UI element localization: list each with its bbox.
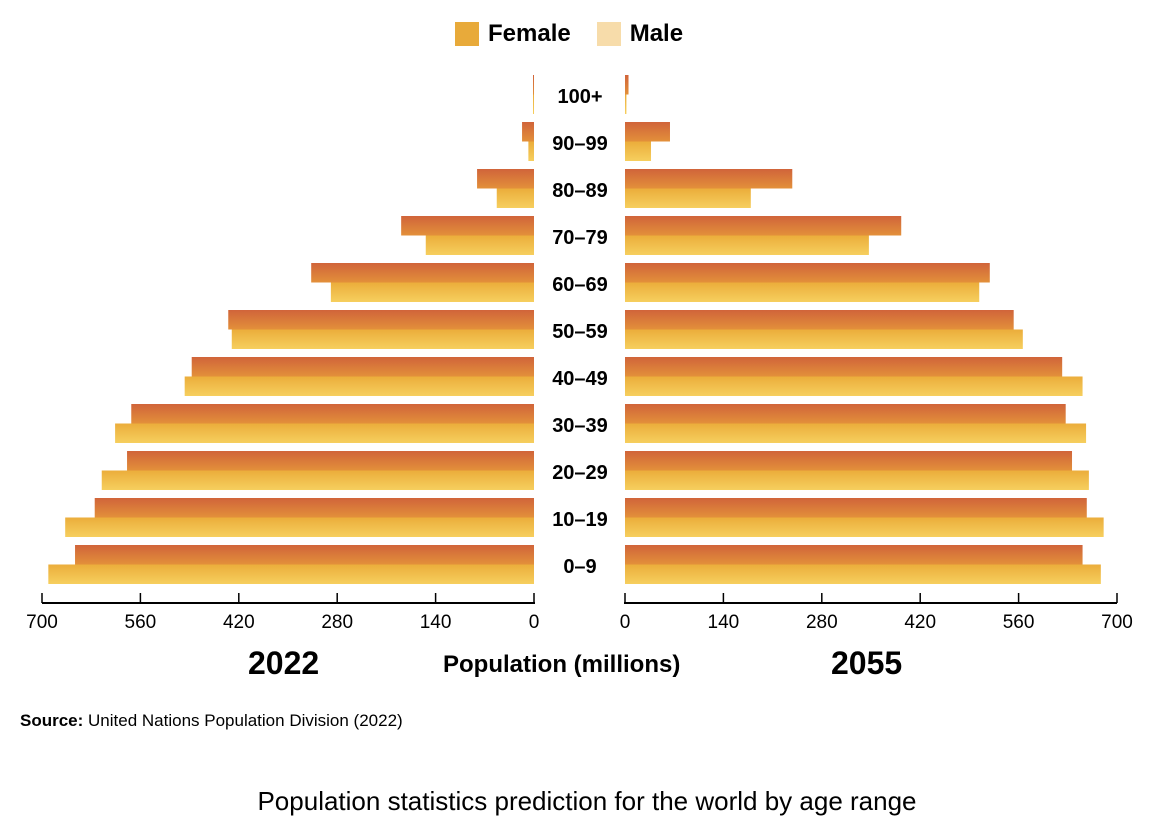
bar-2022-male [101, 470, 534, 490]
population-pyramid-chart: 100+ 90–99 80–89 70–79 60–69 50–59 40–49 30–39 2… [26, 75, 1133, 633]
bar-2022-male [330, 282, 534, 302]
age-label: 40–49 [552, 368, 608, 390]
legend-item-female: Female [455, 20, 571, 48]
tick-label-right: 700 [1101, 612, 1133, 633]
source-note: Source: United Nations Population Divisi… [20, 711, 403, 731]
bar-2022-female [311, 263, 534, 283]
legend-label-female: Female [488, 20, 571, 47]
bar-2022-female [522, 122, 534, 142]
tick-label-left: 420 [223, 612, 255, 633]
legend-label-male: Male [629, 20, 684, 47]
age-label: 100+ [557, 86, 602, 108]
age-label: 90–99 [552, 133, 608, 155]
bar-2022-female [228, 310, 534, 330]
bar-2055-female [625, 169, 793, 189]
bar-2022-male [231, 329, 534, 349]
bar-2055-female [625, 263, 990, 283]
year-label-2022: 2022 [248, 645, 320, 681]
bar-2055-male [625, 188, 751, 208]
bar-2055-female [625, 357, 1063, 377]
bar-2022-female [191, 357, 535, 377]
tick-label-right: 280 [806, 612, 838, 633]
bar-2055-male [625, 329, 1023, 349]
bar-2022-female [75, 545, 534, 565]
bar-2055-male [625, 517, 1104, 537]
bar-2022-male [528, 141, 534, 161]
tick-label-right: 420 [904, 612, 936, 633]
age-label: 10–19 [552, 509, 608, 531]
bar-2022-male [48, 564, 534, 584]
bar-2055-male [625, 235, 869, 255]
legend-swatch-male [596, 22, 621, 46]
bar-2055-male [625, 376, 1083, 396]
bar-2022-male [425, 235, 534, 255]
age-label: 0–9 [563, 556, 596, 578]
bar-2055-male [625, 564, 1101, 584]
age-label: 20–29 [552, 462, 608, 484]
bar-2055-female [625, 122, 670, 142]
bar-2055-female [625, 310, 1014, 330]
age-label: 50–59 [552, 321, 608, 343]
x-axis-label: Population (millions) [443, 651, 681, 678]
bar-2055-female [625, 451, 1073, 471]
tick-label-left: 280 [321, 612, 353, 633]
legend: Female Male [455, 20, 709, 48]
bar-2022-female [131, 404, 534, 424]
bar-2055-male [625, 141, 652, 161]
age-label: 30–39 [552, 415, 608, 437]
legend-item-male: Male [596, 20, 684, 48]
tick-label-left: 140 [420, 612, 452, 633]
tick-label-left: 700 [26, 612, 58, 633]
bar-2022-male [496, 188, 534, 208]
bar-2055-male [625, 423, 1087, 443]
bar-2055-male [625, 282, 980, 302]
bar-2022-female [477, 169, 534, 189]
bar-2055-female [625, 216, 902, 236]
tick-label-left: 0 [529, 612, 540, 633]
age-label: 70–79 [552, 227, 608, 249]
bar-2022-female [401, 216, 534, 236]
age-label: 80–89 [552, 180, 608, 202]
bar-2055-male [625, 470, 1089, 490]
tick-label-right: 560 [1003, 612, 1035, 633]
bar-2022-male [533, 94, 534, 114]
bar-2022-male [115, 423, 535, 443]
bar-2022-male [65, 517, 535, 537]
bar-2055-female [625, 75, 629, 95]
bar-2055-female [625, 404, 1066, 424]
tick-label-right: 0 [620, 612, 631, 633]
tick-label-right: 140 [708, 612, 740, 633]
bar-2022-female [533, 75, 534, 95]
bar-2022-female [127, 451, 534, 471]
legend-swatch-female [455, 22, 479, 46]
bar-2055-male [625, 94, 627, 114]
source-label: Source: [20, 711, 84, 730]
year-label-2055: 2055 [831, 645, 903, 681]
age-label: 60–69 [552, 274, 608, 296]
chart-caption: Population statistics prediction for the… [257, 786, 917, 816]
bar-2022-male [184, 376, 534, 396]
bar-2055-female [625, 498, 1087, 518]
tick-label-left: 560 [125, 612, 157, 633]
bar-2022-female [94, 498, 534, 518]
source-text: United Nations Population Division (2022… [83, 711, 403, 730]
bar-2055-female [625, 545, 1083, 565]
